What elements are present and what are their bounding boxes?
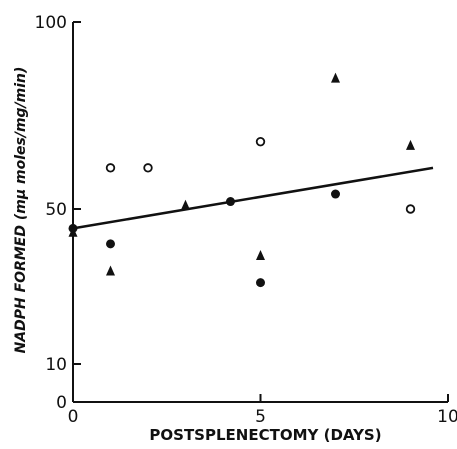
open-circle-point [143, 163, 153, 173]
data-points [68, 72, 416, 288]
x-tick-label: 0 [68, 407, 79, 427]
open-circle-point [105, 163, 116, 173]
y-tick-label: 0 [56, 393, 67, 413]
filled-circle-point [256, 278, 265, 288]
filled-triangle-point [331, 72, 340, 83]
trend-line-group [72, 166, 434, 230]
y-tick-label: 50 [45, 200, 67, 220]
filled-circle-point [226, 197, 235, 207]
filled-triangle-point [68, 226, 78, 237]
open-circle-point [405, 204, 416, 214]
trend-line [72, 166, 434, 230]
x-tick-label: 5 [255, 407, 266, 427]
filled-triangle-point [406, 139, 415, 150]
filled-circle-point [106, 239, 115, 249]
y-axis-title: NADPH FORMED (mμ moles/mg/min) [13, 67, 29, 354]
filled-triangle-point [106, 265, 115, 276]
filled-triangle-point [181, 199, 190, 210]
y-tick-label: 10 [45, 355, 67, 375]
filled-triangle-point [256, 250, 265, 260]
filled-circle-point [331, 189, 340, 199]
open-circle-point [255, 136, 266, 147]
axes [72, 22, 448, 403]
x-tick-label: 10 [437, 407, 457, 427]
x-axis-title: POSTSPLENECTOMY (DAYS) [149, 426, 381, 444]
y-tick-label: 100 [35, 13, 67, 33]
